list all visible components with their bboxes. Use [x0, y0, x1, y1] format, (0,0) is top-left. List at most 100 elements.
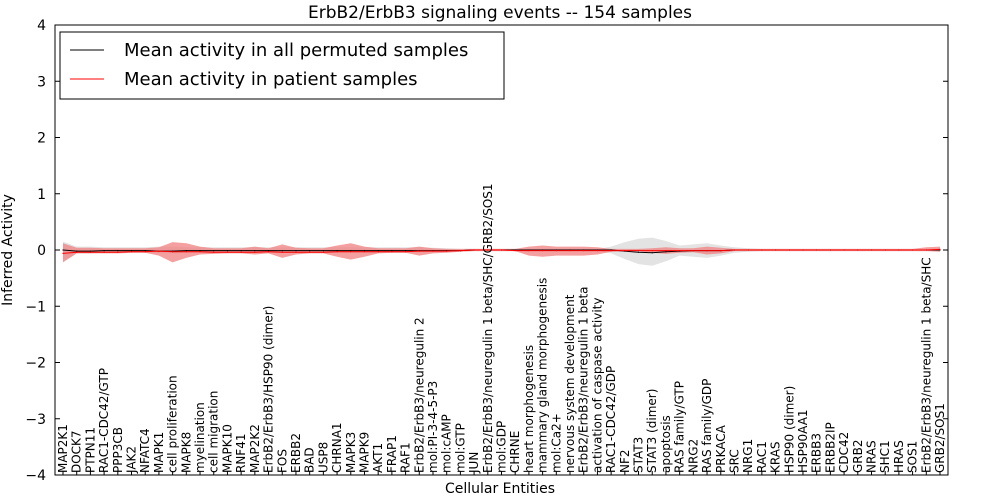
data-point	[733, 249, 736, 251]
data-point	[816, 249, 818, 251]
x-tick-label: USP8	[316, 442, 330, 473]
entity-labels: MAP2K1 DOCK7 PTPN11 RAC1-CDC42/GTP PPP3CB JAK…	[56, 183, 947, 474]
x-tick-label: RAC1-CDC42/GDP	[604, 366, 618, 473]
data-point	[637, 251, 640, 253]
x-tick-label: HSP90 (dimer)	[782, 386, 796, 473]
data-point	[377, 251, 379, 253]
x-tick-label: mammary gland morphogenesis	[536, 278, 550, 473]
x-tick-label: CHRNE	[508, 431, 522, 473]
x-tick-label: MAPK9	[358, 432, 372, 473]
data-point	[459, 250, 461, 252]
x-tick-label: STAT3	[632, 437, 646, 473]
data-point	[514, 250, 516, 252]
x-tick-label: NRG2	[686, 439, 700, 473]
bands-layer	[63, 237, 940, 266]
data-point	[665, 251, 667, 253]
data-point	[391, 251, 393, 253]
data-point	[391, 250, 393, 252]
x-tick-label: DOCK7	[70, 430, 84, 473]
data-point	[350, 250, 352, 252]
data-point	[596, 250, 599, 252]
data-point	[144, 250, 146, 252]
data-point	[802, 249, 804, 251]
data-point	[569, 250, 571, 252]
x-tick-label: PTPN11	[83, 427, 97, 473]
y-tick-label: −4	[25, 468, 46, 484]
data-point	[199, 251, 201, 253]
data-point	[281, 251, 283, 253]
data-point	[185, 251, 187, 253]
x-tick-label: MAPK8	[179, 432, 193, 473]
x-tick-label: ErbB2/ErbB3/neuregulin 1 beta/SHC/GRB2/S…	[481, 183, 495, 473]
data-point	[775, 249, 777, 251]
data-point	[418, 250, 420, 252]
data-point	[62, 252, 64, 254]
x-tick-label: RAC1	[755, 441, 769, 473]
legend-label-patient: Mean activity in patient samples	[124, 69, 418, 90]
data-point	[117, 251, 119, 253]
y-tick-label: −2	[25, 356, 46, 372]
x-tick-label: MAP2K2	[248, 424, 262, 473]
data-point	[254, 250, 256, 252]
data-point	[405, 251, 407, 253]
y-tick-label: −3	[25, 412, 46, 428]
data-point	[76, 251, 78, 253]
data-point	[295, 250, 297, 252]
data-point	[322, 251, 324, 253]
y-tick-label: −1	[25, 299, 46, 315]
data-point	[651, 252, 653, 254]
x-tick-label: GRB2/SOS1	[933, 403, 947, 473]
x-tick-label: mol:cAMP	[440, 414, 454, 473]
x-tick-label: NF2	[618, 449, 632, 473]
x-tick-label: cell migration	[207, 391, 221, 473]
data-point	[692, 250, 694, 252]
data-point	[199, 250, 201, 252]
x-tick-label: HRAS	[892, 440, 906, 473]
x-tick-label: FOS	[275, 449, 289, 473]
data-point	[829, 249, 832, 251]
x-tick-label: ErbB2/ErbB3/neuregulin 1 beta/SHC	[919, 257, 933, 473]
data-point	[542, 250, 544, 252]
x-tick-label: RAS family/GDP	[700, 379, 714, 473]
x-tick-label: NFATC4	[138, 428, 152, 473]
x-tick-label: AKT1	[371, 443, 385, 473]
x-tick-label: MAPK3	[344, 432, 358, 473]
data-point	[555, 250, 557, 252]
data-point	[322, 250, 324, 252]
data-point	[583, 250, 585, 252]
plot-frame	[54, 24, 949, 476]
x-tick-label: HSP90AA1	[796, 409, 810, 473]
x-tick-label: SOS1	[906, 441, 920, 473]
x-tick-label: PPP3CB	[111, 427, 125, 473]
x-tick-label: MAPK1	[152, 432, 166, 473]
x-tick-label: RAF1	[399, 442, 413, 473]
x-axis	[62, 471, 941, 475]
legend: Mean activity in all permuted samples Me…	[59, 31, 505, 100]
data-point	[747, 249, 749, 251]
y-tick-label: 4	[37, 18, 46, 34]
data-point	[912, 249, 914, 251]
data-point	[363, 251, 366, 253]
data-point	[103, 251, 105, 253]
data-point	[528, 250, 530, 252]
x-tick-label: NRG1	[741, 439, 755, 473]
data-point	[500, 249, 503, 251]
data-point	[240, 251, 242, 253]
data-point	[76, 250, 78, 252]
chart-title: ErbB2/ErbB3 signaling events -- 154 samp…	[308, 3, 692, 23]
data-point	[103, 250, 105, 252]
x-tick-label: PRKACA	[714, 424, 728, 473]
x-tick-label: MAP2K1	[56, 424, 70, 473]
data-point	[226, 251, 228, 253]
lines-layer	[62, 248, 941, 254]
x-tick-label: ERBB2	[289, 433, 303, 473]
x-tick-label: mol:GDP	[495, 421, 509, 473]
x-tick-label: ErbB2/ErbB3/HSP90 (dimer)	[262, 306, 276, 473]
series-points-1	[62, 248, 941, 254]
data-point	[446, 250, 448, 252]
data-point	[377, 250, 379, 252]
x-axis-label: Cellular Entities	[445, 481, 555, 497]
x-tick-label: ERBB2IP	[823, 422, 837, 473]
x-tick-label: SRC	[728, 449, 742, 473]
y-tick-label: 0	[37, 243, 46, 259]
